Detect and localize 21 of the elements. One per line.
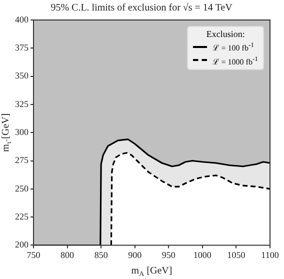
x-tick-label: 1050 [227,250,246,260]
y-tick-label: 375 [15,42,29,53]
y-tick-label: 275 [15,155,29,166]
x-tick-label: 900 [128,250,142,260]
y-tick-label: 400 [15,14,29,24]
y-tick-label: 300 [15,126,29,137]
y-tick-label: 250 [15,183,29,194]
x-tick-label: 800 [60,250,75,260]
x-tick-label: 1000 [193,250,212,260]
x-tick-label: 850 [94,250,108,260]
y-tick-label: 200 [15,240,29,250]
x-tick-label: 750 [26,250,41,260]
legend-title: Exclusion: [205,29,246,40]
x-tick-label: 950 [162,250,176,260]
legend-label: ℒ = 100 fb$^{-1}$ [212,41,254,54]
legend-label: ℒ = 1000 fb$^{-1}$ [212,54,258,68]
y-tick-label: 350 [15,70,29,81]
y-tick-label: 325 [15,98,29,109]
x-tick-label: 1100 [261,250,280,260]
y-tick-label: 225 [15,211,29,222]
chart-title: 95% C.L. limits of exclusion for √s = 14 TeV [50,2,234,14]
